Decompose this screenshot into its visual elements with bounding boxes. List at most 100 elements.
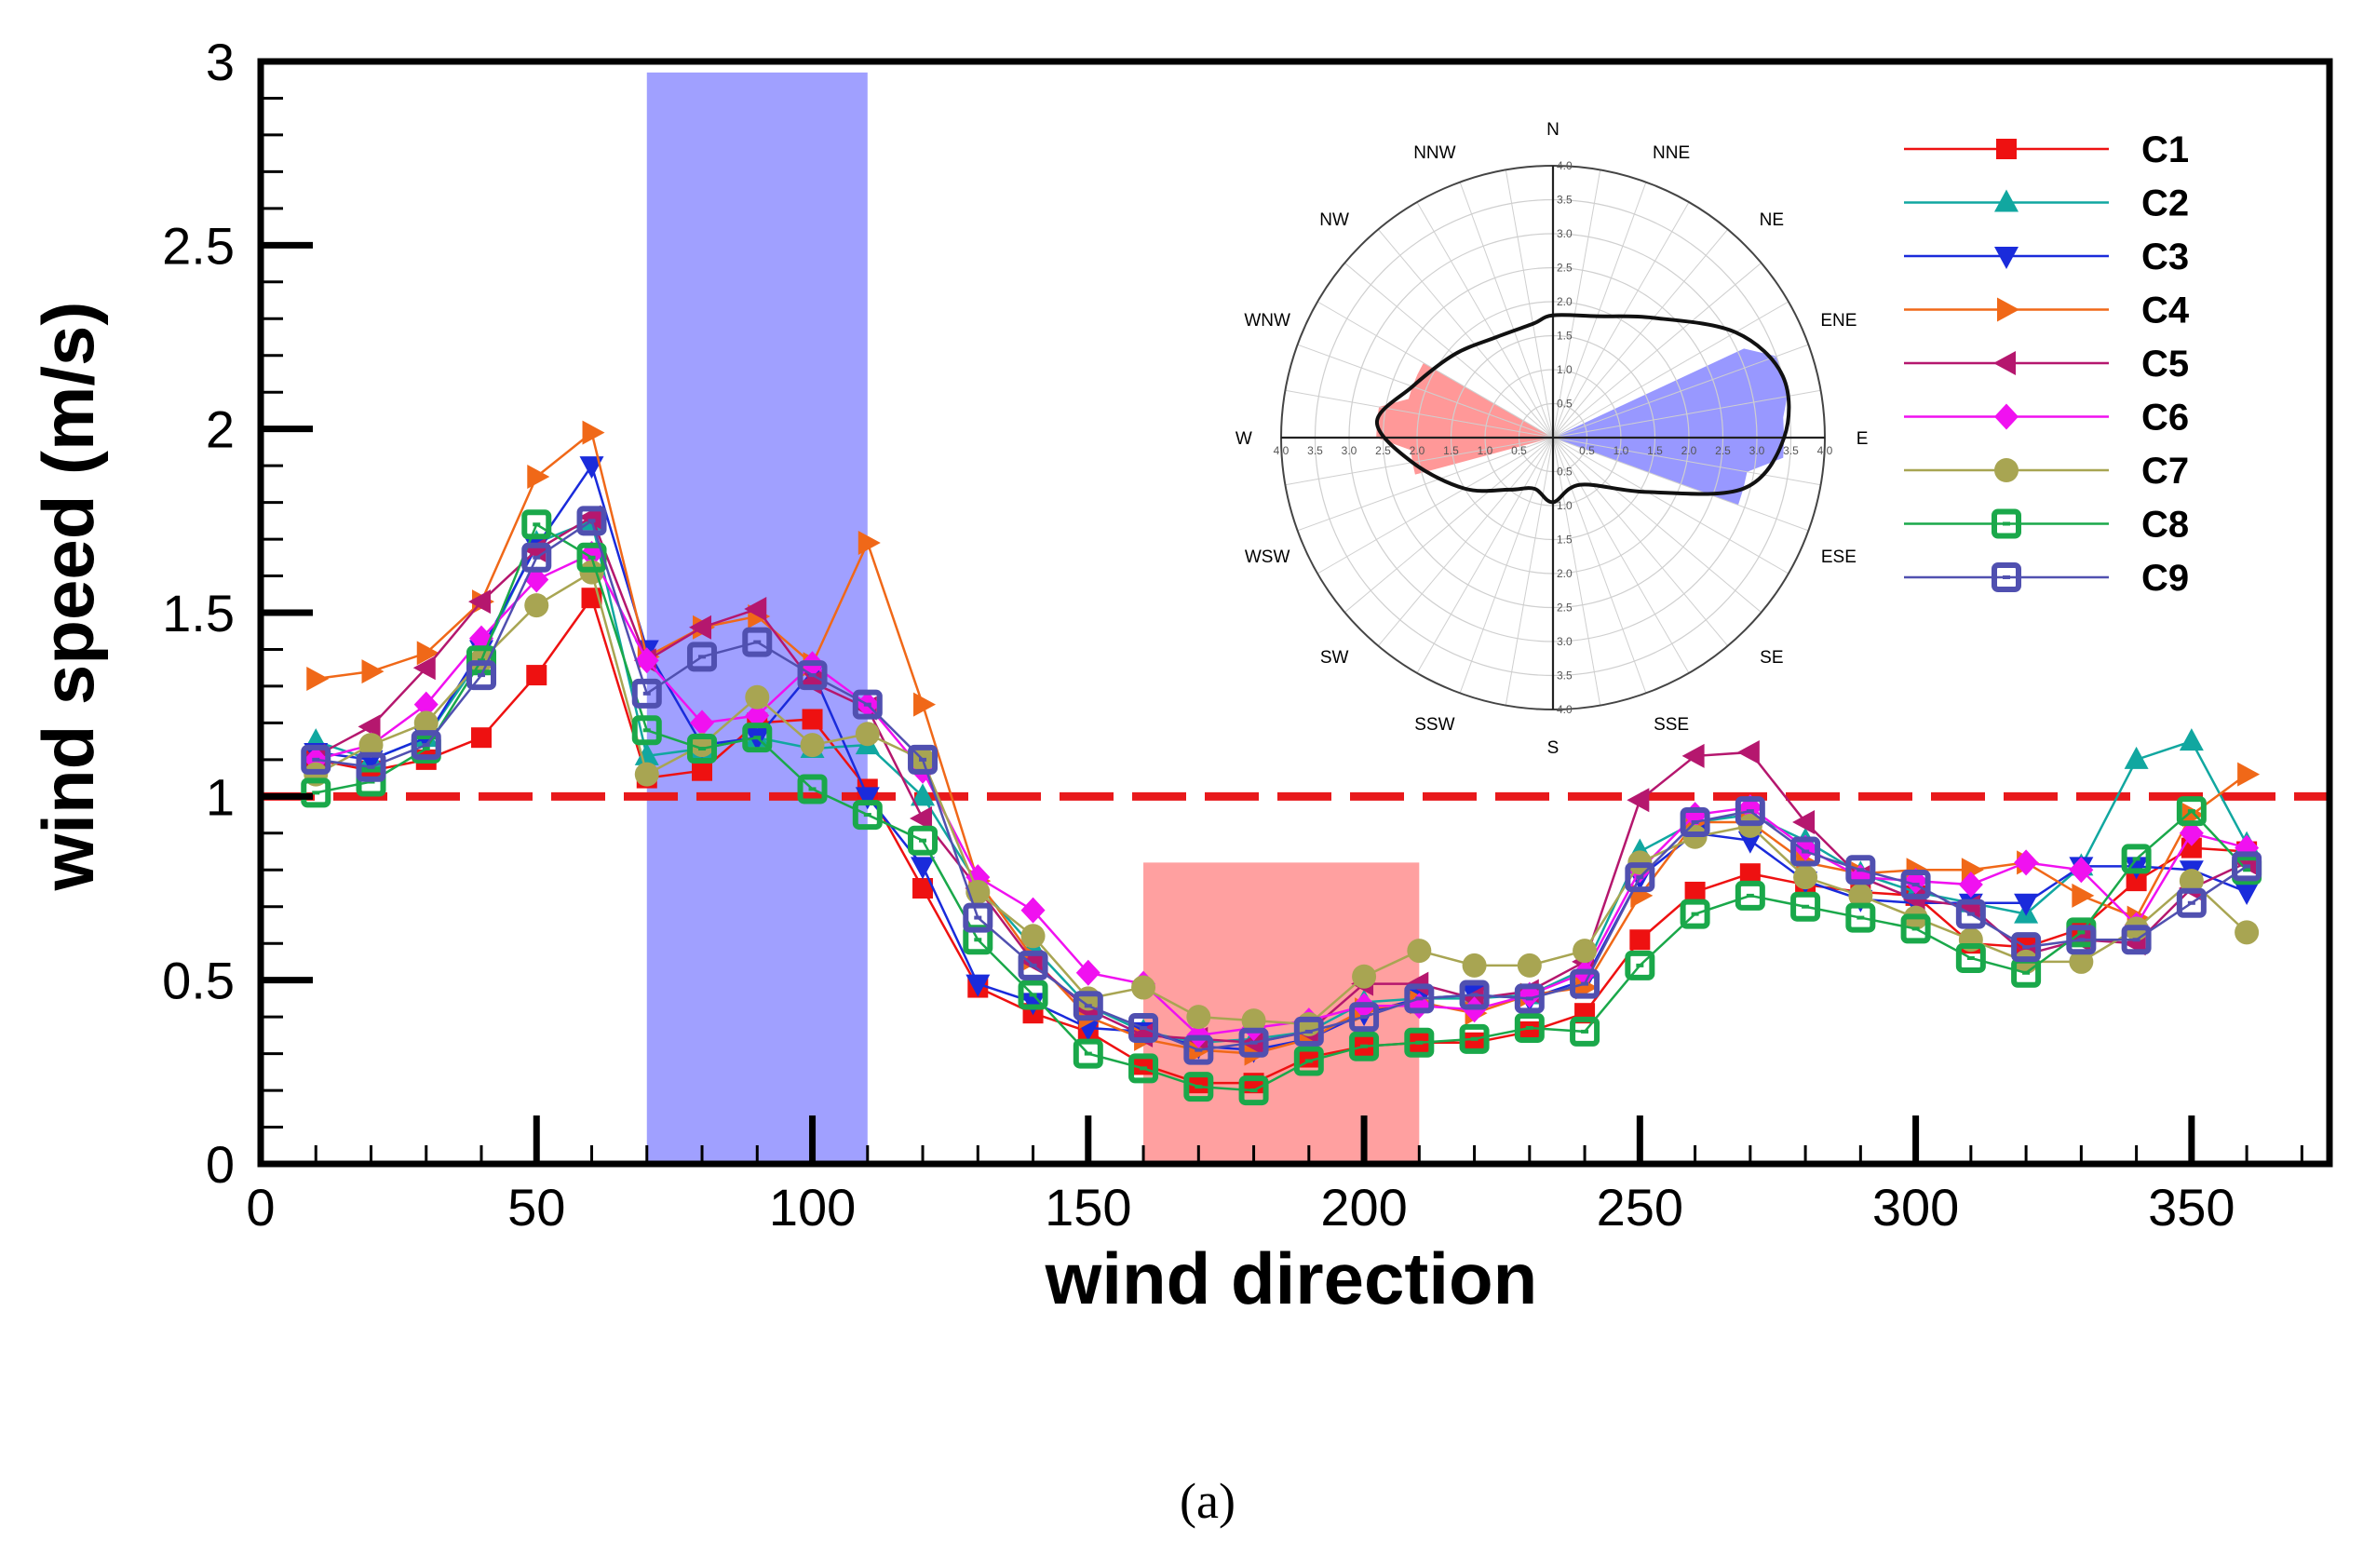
point-C4-30 <box>416 641 439 666</box>
point-C8-300 <box>1900 913 1931 944</box>
point-C8-10 <box>301 777 331 808</box>
compass-label-ENE: ENE <box>1820 311 1857 331</box>
point-C8-190-frame <box>1293 1046 1324 1076</box>
figure-caption: (a) <box>1180 1473 1236 1529</box>
point-C3-120 <box>911 857 936 880</box>
point-C1-100 <box>802 709 823 730</box>
point-C8-110-center <box>863 813 871 818</box>
point-C9-50-frame <box>521 542 552 573</box>
point-C8-30-center <box>422 747 430 751</box>
y-tick-label-2: 1 <box>206 767 235 826</box>
point-C8-160 <box>1128 1053 1159 1084</box>
point-C9-10-center <box>312 757 320 762</box>
y-tick-label-6: 3 <box>206 33 235 91</box>
point-C8-270 <box>1735 880 1765 911</box>
rose-tick-w-3: 2.0 <box>1410 444 1425 457</box>
point-C5-120 <box>910 806 933 831</box>
legend-entry-C7: C7 <box>1904 451 2189 492</box>
rose-tick-e-6: 3.5 <box>1783 444 1799 457</box>
rose-tick-n-6: 3.5 <box>1557 194 1573 207</box>
point-C9-200 <box>1349 1002 1380 1033</box>
legend-label-C5: C5 <box>2141 344 2189 385</box>
point-C1-260 <box>1684 881 1706 902</box>
point-C3-360 <box>2235 882 2260 905</box>
point-C9-60-center <box>587 519 596 523</box>
point-C9-40-center <box>478 673 486 678</box>
rose-spoke-290 <box>1297 344 1554 439</box>
compass-label-SSE: SSE <box>1654 715 1689 735</box>
point-C9-130-frame <box>963 902 993 933</box>
point-C8-230-frame <box>1514 1012 1545 1043</box>
point-C9-40 <box>466 660 497 691</box>
point-C9-200-center <box>1360 1015 1369 1020</box>
rose-spoke-330 <box>1416 201 1554 439</box>
point-C2-350 <box>2179 728 2204 751</box>
point-C8-140-frame <box>1018 980 1048 1010</box>
x-tick-label-50: 50 <box>507 1178 565 1237</box>
point-C9-210-center <box>1415 996 1424 1001</box>
point-C8-310-center <box>1966 955 1975 960</box>
point-C9-170 <box>1183 1034 1214 1065</box>
point-C9-30-frame <box>411 730 441 761</box>
point-C9-190-frame <box>1293 1016 1324 1047</box>
point-C9-90-frame <box>742 627 773 657</box>
point-C9-270-frame <box>1735 796 1765 827</box>
x-tick-label-150: 150 <box>1045 1178 1131 1237</box>
point-C9-20 <box>356 751 386 782</box>
rose-tick-e-0: 0.5 <box>1579 444 1595 457</box>
point-C8-300-center <box>1911 926 1920 931</box>
rose-spoke-200 <box>1459 437 1554 694</box>
point-C8-80 <box>687 734 718 764</box>
point-C7-100 <box>800 733 825 758</box>
point-C9-80 <box>687 642 718 672</box>
point-C9-100-center <box>808 673 817 678</box>
legend-marker-C4 <box>1997 297 2019 322</box>
point-C7-230 <box>1517 953 1542 978</box>
compass-label-NE: NE <box>1760 210 1784 230</box>
point-C6-330 <box>2069 857 2094 884</box>
point-C8-290-frame <box>1845 902 1876 933</box>
point-C8-120 <box>908 825 938 856</box>
point-C3-270 <box>1737 831 1762 854</box>
legend-label-C7: C7 <box>2141 451 2189 492</box>
point-C9-260-center <box>1691 819 1699 824</box>
point-C8-270-frame <box>1735 880 1765 911</box>
legend-entry-C5: C5 <box>1904 344 2189 385</box>
rose-outline <box>1374 313 1791 505</box>
point-C9-270 <box>1735 796 1765 827</box>
point-C9-60-frame <box>576 506 607 536</box>
point-C9-190-center <box>1304 1029 1313 1034</box>
point-C9-80-center <box>698 655 707 659</box>
point-C9-150 <box>1073 991 1103 1021</box>
point-C7-290 <box>1848 883 1873 908</box>
point-C7-220 <box>1462 953 1487 978</box>
point-C9-250-center <box>1636 875 1644 880</box>
rose-spoke-40 <box>1552 228 1729 439</box>
point-C3-340 <box>2124 857 2149 880</box>
point-C9-350-center <box>2187 900 2195 905</box>
rose-spoke-240 <box>1317 437 1554 574</box>
rose-tick-n-3: 2.0 <box>1557 295 1573 308</box>
rose-tick-n-4: 2.5 <box>1557 262 1573 275</box>
point-C9-120-center <box>919 757 927 762</box>
point-C8-260-frame <box>1680 899 1710 929</box>
rose-tick-s-4: 2.5 <box>1557 602 1573 615</box>
point-C8-240 <box>1570 1016 1600 1047</box>
point-C7-30 <box>413 710 439 736</box>
point-C1-250 <box>1629 929 1651 951</box>
point-C4-110 <box>857 531 881 556</box>
point-C3-130 <box>965 974 991 997</box>
point-C9-300-frame <box>1900 870 1931 900</box>
point-C6-90 <box>745 702 770 729</box>
rose-spoke-140 <box>1552 437 1729 647</box>
point-C8-280-center <box>1802 904 1810 909</box>
point-C9-90-center <box>753 640 762 644</box>
point-C9-300-center <box>1911 883 1920 887</box>
y-tick-label-4: 2 <box>206 400 235 459</box>
point-C7-200 <box>1352 964 1377 989</box>
point-C9-330 <box>2066 925 2097 955</box>
rose-spoke-70 <box>1552 344 1809 439</box>
point-C7-170 <box>1186 1005 1211 1030</box>
rose-tick-s-1: 1.0 <box>1557 499 1573 512</box>
point-C9-220-frame <box>1459 980 1490 1010</box>
